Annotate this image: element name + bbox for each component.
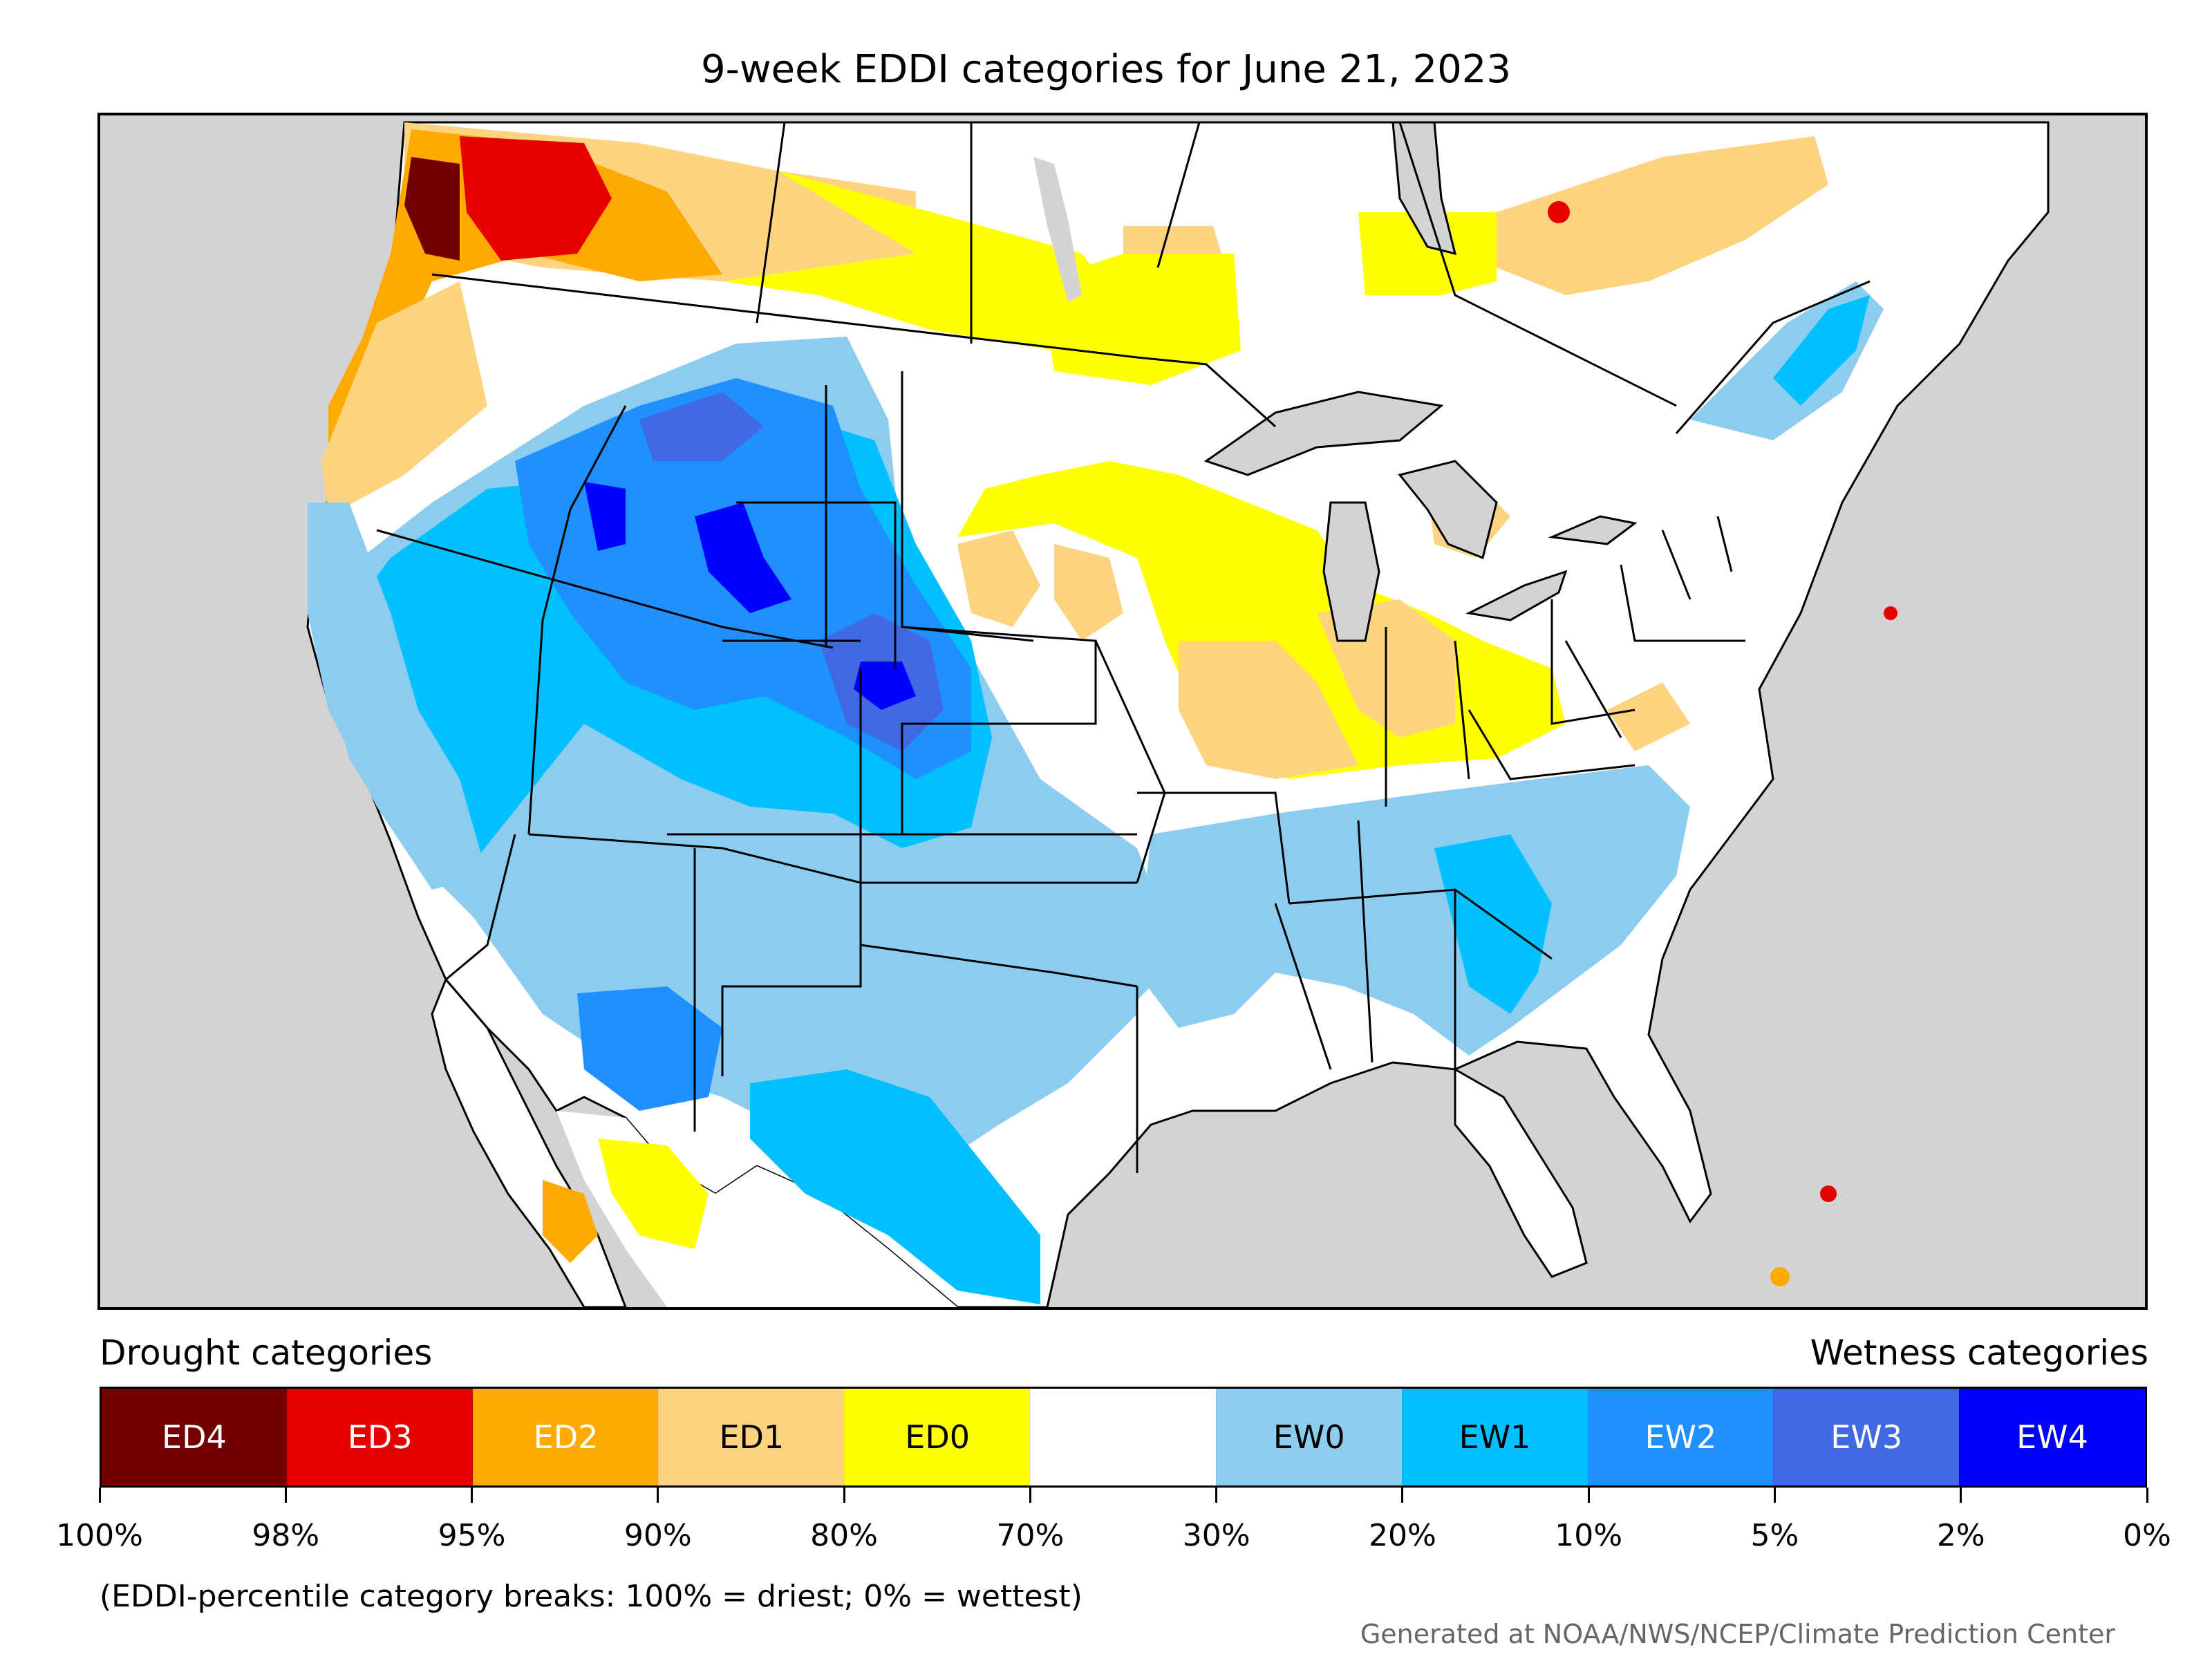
tick-label: 80%	[810, 1518, 878, 1553]
minnesota-ed1	[957, 530, 1040, 627]
northeast-ew1	[1773, 295, 1870, 406]
tick-mark	[1587, 1488, 1590, 1503]
tick-label: 100%	[56, 1518, 143, 1553]
wetness-categories-heading: Wetness categories	[1810, 1333, 2148, 1373]
southeast-ew0	[1137, 765, 1690, 1056]
drought-categories-heading: Drought categories	[100, 1333, 433, 1373]
florida-land	[1454, 1067, 1588, 1278]
map-title: 9-week EDDI categories for June 21, 2023	[701, 47, 1511, 92]
lake-superior	[1203, 391, 1444, 476]
idaho-ew4	[584, 482, 626, 551]
bahamas-ed3	[1820, 1185, 1837, 1202]
tick-mark	[2146, 1488, 2148, 1503]
eddi-map	[97, 113, 2148, 1310]
tick-label: 20%	[1369, 1518, 1436, 1553]
tick-mark	[98, 1488, 101, 1503]
texas-ew0	[861, 848, 1137, 1125]
midwest-ed1	[1054, 544, 1455, 779]
lake-huron	[1398, 460, 1498, 560]
legend-swatch-ew2: EW2	[1587, 1389, 1774, 1485]
map-canvas	[100, 115, 2145, 1307]
baja-ed2	[543, 1180, 598, 1263]
colorado-ew4	[854, 662, 916, 710]
legend-swatch-ed0: ED0	[844, 1389, 1031, 1485]
legend-swatch-ed1: ED1	[658, 1389, 845, 1485]
legend-swatch-neutral	[1030, 1389, 1216, 1485]
lake-winnipeg	[1033, 157, 1082, 302]
tick-label: 90%	[624, 1518, 692, 1553]
tick-mark	[1401, 1488, 1404, 1503]
hudson-bay	[1391, 121, 1457, 256]
ontario-ed3	[1548, 201, 1570, 223]
tick-mark	[843, 1488, 845, 1503]
tick-mark	[657, 1488, 659, 1503]
pacific-nw-ed1	[321, 281, 487, 516]
tick-label: 0%	[2123, 1518, 2171, 1553]
legend-swatch-ed4: ED4	[102, 1389, 287, 1485]
category-breaks-note: (EDDI-percentile category breaks: 100% =…	[100, 1579, 1082, 1614]
southwest-ed0	[598, 1138, 709, 1249]
texas-ew1	[750, 1069, 1040, 1304]
lake-ontario	[1548, 515, 1638, 545]
canada-east-ed1	[1497, 136, 1828, 295]
tick-label: 95%	[438, 1518, 506, 1553]
color-bar-ticks	[98, 1488, 2148, 1504]
tick-mark	[284, 1488, 287, 1503]
tick-label: 98%	[252, 1518, 320, 1553]
lake-michigan	[1322, 501, 1380, 642]
legend-swatch-ew4: EW4	[1959, 1389, 2145, 1485]
canada-east-ed0	[1358, 212, 1497, 295]
virginia-ed1	[1607, 682, 1690, 751]
tick-mark	[471, 1488, 474, 1503]
political-borders	[376, 122, 1871, 1173]
montana-ew3	[639, 392, 764, 461]
arizona-ew2	[577, 986, 722, 1111]
wyoming-ew4	[695, 503, 791, 613]
legend-swatch-ew1: EW1	[1401, 1389, 1588, 1485]
tick-mark	[1215, 1488, 1218, 1503]
bahamas-ed2	[1770, 1267, 1790, 1286]
bc-ed3	[460, 136, 612, 261]
tick-mark	[1029, 1488, 1031, 1503]
tick-label: 5%	[1750, 1518, 1799, 1553]
california-ew0	[308, 503, 487, 890]
bc-ed4	[404, 157, 460, 261]
carolinas-ew1	[1434, 834, 1552, 1014]
canada-west-ed0	[722, 171, 1137, 350]
tick-label: 70%	[996, 1518, 1065, 1553]
legend-swatch-ed3: ED3	[286, 1389, 473, 1485]
tick-mark	[1773, 1488, 1776, 1503]
color-bar: ED4 ED3 ED2 ED1 ED0 EW0 EW1 EW2 EW3 EW4	[100, 1387, 2147, 1488]
legend-swatch-ed2: ED2	[472, 1389, 659, 1485]
legend-swatch-ew0: EW0	[1215, 1389, 1402, 1485]
lake-erie	[1465, 570, 1568, 621]
tick-mark	[1960, 1488, 1962, 1503]
legend-swatch-ew3: EW3	[1773, 1389, 1960, 1485]
tick-label: 2%	[1936, 1518, 1985, 1553]
long-island-ed3	[1884, 606, 1897, 620]
tick-label: 10%	[1555, 1518, 1623, 1553]
tick-label: 30%	[1182, 1518, 1250, 1553]
credit-line: Generated at NOAA/NWS/NCEP/Climate Predi…	[1360, 1619, 2115, 1649]
